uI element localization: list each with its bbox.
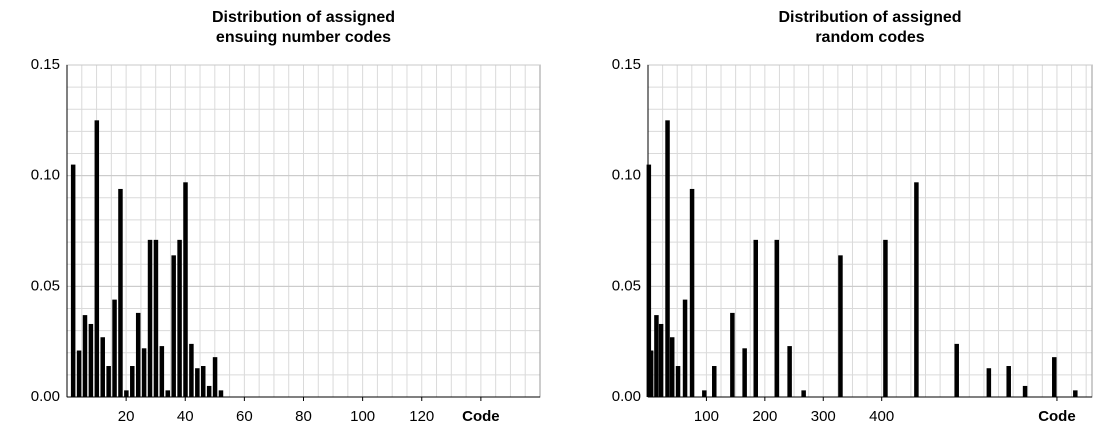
bar <box>147 239 153 397</box>
bar <box>669 337 675 397</box>
bar <box>195 368 200 397</box>
bar <box>118 188 123 397</box>
x-tick-label: Code <box>462 408 500 425</box>
bar <box>665 120 670 397</box>
bar <box>130 366 135 397</box>
bar <box>212 357 218 397</box>
bar <box>702 390 707 397</box>
x-tick-label: Code <box>1038 408 1076 425</box>
bar <box>1022 385 1028 397</box>
y-tick-label: 0.00 <box>31 388 60 405</box>
x-tick-label: 100 <box>694 408 719 425</box>
bar <box>742 348 747 397</box>
bar <box>189 343 194 397</box>
x-tick-label: 200 <box>752 408 777 425</box>
bar <box>801 390 806 397</box>
x-tick-label: 20 <box>118 408 135 425</box>
bar <box>658 323 664 397</box>
bar <box>1006 366 1011 397</box>
x-tick-label: 40 <box>177 408 194 425</box>
bar <box>648 350 654 397</box>
y-tick-label: 0.15 <box>612 56 641 73</box>
bar <box>100 337 105 397</box>
bar <box>88 323 94 397</box>
plot-border <box>647 64 1093 398</box>
chart-title: ensuing number codes <box>216 29 391 46</box>
bar <box>82 315 88 397</box>
y-tick-label: 0.05 <box>612 277 641 294</box>
bar <box>787 346 792 397</box>
bar <box>218 390 224 397</box>
bar <box>171 255 176 397</box>
bar <box>838 255 843 397</box>
bar <box>70 164 76 397</box>
bar <box>654 315 659 397</box>
x-tick-label: 60 <box>236 408 253 425</box>
bar <box>183 182 188 397</box>
x-tick-label: 100 <box>350 408 375 425</box>
bar <box>954 343 959 397</box>
bar <box>689 188 695 397</box>
y-tick-label: 0.10 <box>31 167 60 184</box>
bar <box>153 239 159 397</box>
bar <box>883 239 888 397</box>
bar <box>753 239 758 397</box>
bar <box>730 312 735 397</box>
bar <box>112 299 117 397</box>
bar <box>76 350 82 397</box>
bar <box>1052 357 1057 397</box>
x-tick-label: 300 <box>811 408 836 425</box>
bar <box>135 312 141 397</box>
bar <box>914 182 919 397</box>
bar <box>986 368 992 397</box>
bar <box>106 366 111 397</box>
x-tick-label: 120 <box>409 408 434 425</box>
y-tick-label: 0.05 <box>31 277 60 294</box>
chart-title: Distribution of assigned <box>778 9 961 26</box>
bar <box>177 239 182 397</box>
x-tick-label: 400 <box>869 408 894 425</box>
y-tick-label: 0.10 <box>612 167 641 184</box>
bar <box>675 366 681 397</box>
bar <box>141 348 147 397</box>
bar <box>646 164 652 397</box>
bar <box>159 346 165 397</box>
y-tick-label: 0.00 <box>612 388 641 405</box>
bar <box>774 239 780 397</box>
bar <box>682 299 688 397</box>
bar <box>1073 390 1078 397</box>
bar <box>94 120 100 397</box>
bar <box>206 385 212 397</box>
bar <box>165 390 171 397</box>
bar <box>200 366 206 397</box>
chart-title: random codes <box>815 29 924 46</box>
bar <box>712 366 717 397</box>
x-tick-label: 80 <box>295 408 312 425</box>
bar <box>124 390 129 397</box>
chart-title: Distribution of assigned <box>212 9 395 26</box>
y-tick-label: 0.15 <box>31 56 60 73</box>
